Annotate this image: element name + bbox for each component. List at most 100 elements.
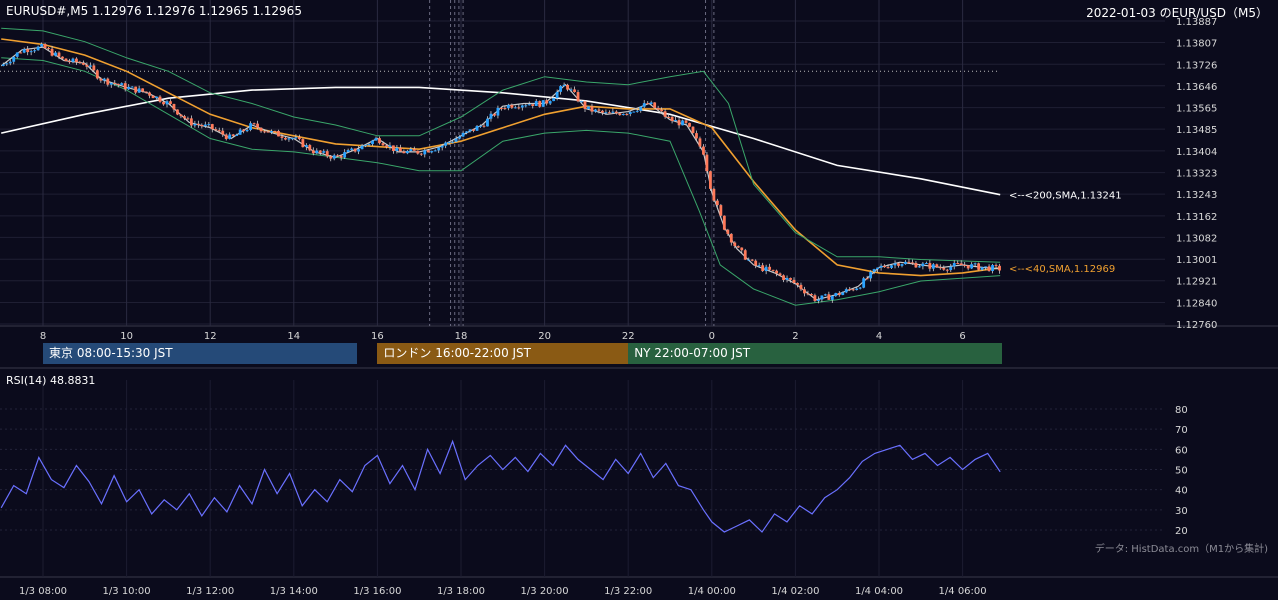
candle-body bbox=[810, 293, 813, 296]
candle-body bbox=[102, 78, 106, 81]
candle-body bbox=[465, 131, 468, 133]
candle-body bbox=[68, 61, 71, 63]
candle-body bbox=[872, 269, 876, 272]
candle-body bbox=[141, 88, 145, 92]
candle-body bbox=[886, 267, 890, 269]
candle-body bbox=[203, 124, 207, 127]
candle-body bbox=[266, 131, 270, 133]
candle-body bbox=[259, 127, 263, 132]
candle-body bbox=[635, 110, 639, 112]
candle-body bbox=[959, 263, 963, 265]
rsi-tick-label: 50 bbox=[1175, 466, 1188, 477]
candle-body bbox=[71, 58, 75, 62]
candle-body bbox=[945, 269, 949, 271]
candle-body bbox=[674, 120, 677, 122]
candle-body bbox=[99, 78, 103, 81]
candle-body bbox=[116, 83, 120, 85]
candle-body bbox=[263, 131, 266, 133]
candle-body bbox=[5, 63, 9, 65]
candle-body bbox=[973, 263, 977, 265]
candle-body bbox=[162, 101, 165, 105]
session-tokyo: 東京 08:00-15:30 JST bbox=[43, 343, 357, 364]
candle-body bbox=[137, 88, 141, 93]
candle-body bbox=[123, 83, 127, 90]
candle-body bbox=[440, 145, 444, 148]
candle-body bbox=[681, 120, 684, 126]
candle-body bbox=[336, 155, 340, 157]
candle-body bbox=[238, 129, 242, 135]
candle-body bbox=[332, 155, 336, 159]
price-tick-label: 1.12921 bbox=[1176, 277, 1217, 288]
candle-body bbox=[447, 142, 451, 144]
series-line-200-sma bbox=[1, 86, 1001, 196]
rsi-tick-label: 80 bbox=[1175, 405, 1188, 416]
candle-body bbox=[151, 95, 155, 99]
candle-body bbox=[210, 124, 214, 130]
candle-body bbox=[419, 153, 423, 155]
candle-body bbox=[709, 171, 712, 189]
candle-body bbox=[412, 148, 416, 151]
candle-body bbox=[897, 263, 900, 266]
candle-body bbox=[503, 108, 507, 110]
candle-body bbox=[513, 107, 517, 109]
rsi-time-tick-label: 1/4 06:00 bbox=[939, 586, 987, 597]
price-tick-label: 1.13485 bbox=[1176, 125, 1217, 136]
price-tick-label: 1.13001 bbox=[1176, 255, 1217, 266]
candle-body bbox=[395, 147, 399, 152]
candle-body bbox=[500, 107, 503, 109]
candle-body bbox=[705, 154, 709, 172]
candle-body bbox=[698, 138, 702, 147]
candle-body bbox=[193, 123, 197, 126]
candle-body bbox=[890, 265, 893, 268]
candle-body bbox=[869, 271, 873, 279]
candle-body bbox=[280, 136, 284, 138]
candle-body bbox=[750, 259, 754, 261]
candle-body bbox=[388, 145, 392, 148]
candle-body bbox=[858, 287, 862, 289]
candle-body bbox=[757, 265, 761, 267]
candle-body bbox=[848, 289, 852, 291]
candle-body bbox=[782, 275, 785, 280]
candle-body bbox=[816, 299, 820, 301]
rsi-time-tick-label: 1/3 18:00 bbox=[437, 586, 485, 597]
candle-body bbox=[569, 89, 573, 91]
candle-body bbox=[601, 110, 604, 113]
candle-body bbox=[297, 137, 301, 140]
candle-body bbox=[88, 65, 92, 67]
candle-body bbox=[789, 277, 792, 280]
time-tick-label: 0 bbox=[709, 331, 715, 342]
candle-body bbox=[900, 264, 904, 266]
candle-body bbox=[61, 56, 64, 59]
time-tick-label: 22 bbox=[622, 331, 635, 342]
candle-body bbox=[660, 109, 664, 112]
candle-body bbox=[984, 266, 987, 268]
time-tick-label: 16 bbox=[371, 331, 384, 342]
price-tick-label: 1.12840 bbox=[1176, 298, 1217, 309]
candle-body bbox=[907, 261, 911, 263]
candle-body bbox=[179, 114, 183, 117]
candle-body bbox=[667, 116, 671, 118]
price-tick-label: 1.13162 bbox=[1176, 212, 1217, 223]
candle-body bbox=[106, 78, 110, 85]
candle-body bbox=[249, 123, 253, 130]
rsi-time-tick-label: 1/4 00:00 bbox=[688, 586, 736, 597]
time-tick-label: 18 bbox=[455, 331, 468, 342]
candle-body bbox=[649, 102, 653, 105]
candle-body bbox=[392, 145, 395, 152]
rsi-tick-label: 70 bbox=[1175, 425, 1188, 436]
candle-body bbox=[977, 263, 981, 270]
candle-body bbox=[820, 295, 824, 300]
candle-body bbox=[346, 150, 350, 153]
candle-body bbox=[430, 151, 434, 153]
candle-body bbox=[695, 133, 698, 139]
series-line-price bbox=[0, 46, 1001, 301]
candle-body bbox=[799, 284, 803, 290]
candle-body bbox=[353, 148, 357, 152]
candle-body bbox=[520, 105, 524, 108]
candle-body bbox=[576, 92, 580, 102]
candle-body bbox=[12, 56, 16, 62]
candle-body bbox=[796, 282, 799, 285]
time-tick-label: 12 bbox=[204, 331, 217, 342]
candle-body bbox=[311, 150, 315, 154]
candle-body bbox=[566, 84, 569, 90]
